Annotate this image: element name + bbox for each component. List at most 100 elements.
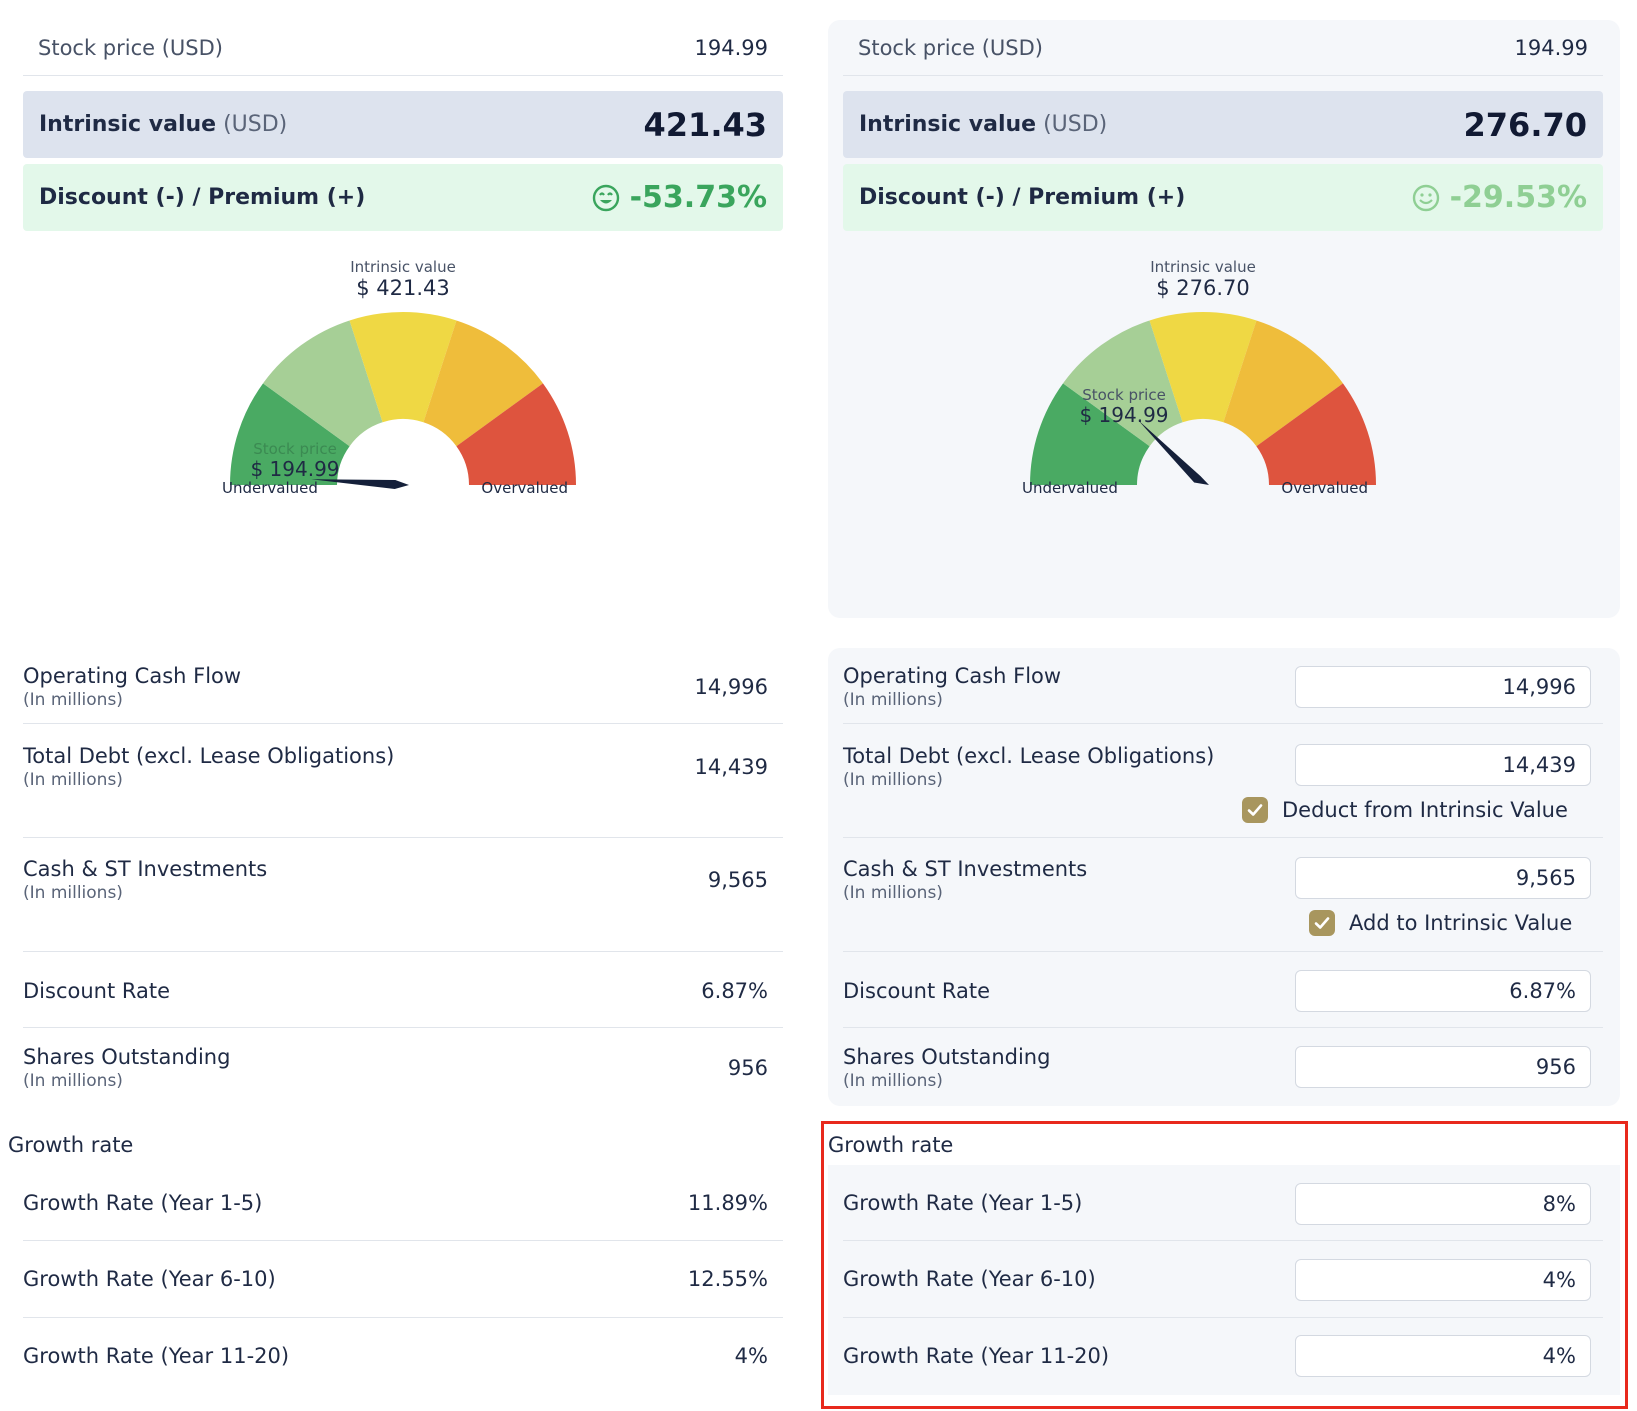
field-label: Cash & ST Investments: [23, 857, 268, 881]
valuation-gauge: Intrinsic value $ 421.43 Stock price $ 1…: [222, 258, 576, 497]
cash-investments-input[interactable]: 9,565: [1295, 857, 1591, 899]
intrinsic-value-box: Intrinsic value (USD) 421.43: [23, 91, 783, 158]
discount-rate-row: Discount Rate: [843, 971, 1243, 1011]
add-to-intrinsic-value-checkbox[interactable]: [1309, 910, 1335, 936]
growth-rate-year-1-5-input[interactable]: 8%: [1295, 1183, 1591, 1225]
shares-outstanding-input[interactable]: 956: [1295, 1046, 1591, 1088]
cash-investments-row: Cash & ST Investments (In millions): [843, 853, 1243, 907]
gauge-stock-price-title: Stock price: [253, 440, 337, 458]
field-label: Discount Rate: [23, 979, 171, 1003]
growth-rate-year-11-20-input[interactable]: 4%: [1295, 1335, 1591, 1377]
gauge-title: Intrinsic value: [350, 258, 456, 276]
deduct-debt-checkbox-row[interactable]: Deduct from Intrinsic Value: [1242, 797, 1568, 823]
gauge-segment: [1223, 320, 1343, 447]
growth-rate-title: Growth rate: [828, 1133, 954, 1157]
discount-premium-box: Discount (-) / Premium (+) -29.53%: [843, 164, 1603, 231]
discount-rate-input[interactable]: 6.87%: [1295, 970, 1591, 1012]
gauge-needle: [1137, 419, 1209, 485]
field-label: Discount Rate: [843, 979, 991, 1003]
checkbox-label: Add to Intrinsic Value: [1349, 911, 1573, 935]
field-label: Cash & ST Investments: [843, 857, 1088, 881]
intrinsic-value: 421.43: [643, 105, 767, 144]
gauge-undervalued-label: Undervalued: [222, 479, 318, 497]
field-unit: (In millions): [843, 770, 943, 790]
smile-face-icon: [1412, 184, 1439, 211]
total-debt-row: Total Debt (excl. Lease Obligations) (In …: [843, 740, 1243, 794]
gauge-needle: [311, 479, 409, 489]
gauge-title: Intrinsic value: [1150, 258, 1256, 276]
growth-rate-row: Growth Rate (Year 1-5) 11.89%: [23, 1183, 768, 1223]
gauge-segment: [423, 320, 543, 447]
gauge-segment: [230, 383, 350, 485]
valuation-gauge: Intrinsic value $ 276.70 Stock price $ 1…: [1022, 258, 1376, 497]
growth-rate-row: Growth Rate (Year 6-10): [843, 1259, 1243, 1299]
gauge-needle-pointer: [1137, 419, 1209, 485]
intrinsic-value-label: Intrinsic value (USD): [39, 112, 288, 137]
stock-price-row: Stock price (USD) 194.99: [858, 28, 1588, 68]
stock-price-label: Stock price (USD): [38, 36, 223, 60]
discount-premium-label: Discount (-) / Premium (+): [39, 185, 366, 210]
gauge-stock-price-value: $ 194.99: [250, 457, 339, 481]
result-panel-default: Stock price (USD) 194.99 Intrinsic value…: [0, 0, 800, 1411]
deduct-from-intrinsic-value-checkbox[interactable]: [1242, 797, 1268, 823]
field-label: Operating Cash Flow: [23, 664, 242, 688]
field-label: Shares Outstanding: [23, 1045, 231, 1069]
field-label: Total Debt (excl. Lease Obligations): [23, 744, 395, 768]
growth-rate-row: Growth Rate (Year 1-5): [843, 1183, 1243, 1223]
stock-price-value: 194.99: [1514, 36, 1588, 60]
shares-outstanding-row: Shares Outstanding (In millions) 956: [23, 1041, 768, 1095]
intrinsic-value: 276.70: [1463, 105, 1587, 144]
field-label: Growth Rate (Year 11-20): [23, 1344, 290, 1368]
gauge-segment: [1256, 383, 1376, 485]
field-unit: (In millions): [843, 690, 943, 710]
field-unit: (In millions): [23, 1071, 123, 1091]
field-value: 9,565: [707, 868, 768, 892]
field-label: Shares Outstanding: [843, 1045, 1051, 1069]
field-label: Total Debt (excl. Lease Obligations): [843, 744, 1215, 768]
check-icon: [1314, 917, 1330, 929]
checkbox-label: Deduct from Intrinsic Value: [1282, 798, 1568, 822]
gauge-intrinsic-value: $ 421.43: [356, 276, 450, 300]
stock-price-label: Stock price (USD): [858, 36, 1043, 60]
field-value: 12.55%: [687, 1267, 768, 1291]
result-panel-custom: Stock price (USD) 194.99 Intrinsic value…: [820, 0, 1637, 1411]
growth-rate-row: Growth Rate (Year 6-10) 12.55%: [23, 1259, 768, 1299]
stock-price-value: 194.99: [694, 36, 768, 60]
field-value: 6.87%: [701, 979, 768, 1003]
gauge-needle-pointer: [311, 479, 409, 489]
field-value: 14,996: [694, 675, 768, 699]
operating-cash-flow-input[interactable]: 14,996: [1295, 666, 1591, 708]
field-unit: (In millions): [23, 690, 123, 710]
shares-outstanding-row: Shares Outstanding (In millions): [843, 1041, 1243, 1095]
gauge-segment: [1149, 312, 1257, 423]
gauge-segment: [1063, 320, 1183, 447]
total-debt-input[interactable]: 14,439: [1295, 744, 1591, 786]
field-label: Growth Rate (Year 11-20): [843, 1344, 1110, 1368]
growth-rate-row: Growth Rate (Year 11-20) 4%: [23, 1336, 768, 1376]
field-value: 11.89%: [687, 1191, 768, 1215]
discount-premium-value: -53.73%: [629, 180, 767, 215]
gauge-overvalued-label: Overvalued: [481, 479, 568, 497]
intrinsic-value-box: Intrinsic value (USD) 276.70: [843, 91, 1603, 158]
field-value: 956: [727, 1056, 768, 1080]
stock-price-row: Stock price (USD) 194.99: [38, 28, 768, 68]
check-icon: [1247, 804, 1263, 816]
operating-cash-flow-row: Operating Cash Flow (In millions): [843, 660, 1243, 714]
field-value: 14,439: [694, 755, 768, 779]
discount-premium-value: -29.53%: [1449, 180, 1587, 215]
discount-rate-row: Discount Rate 6.87%: [23, 971, 768, 1011]
operating-cash-flow-row: Operating Cash Flow (In millions) 14,996: [23, 660, 768, 714]
gauge-segment: [349, 312, 457, 423]
growth-rate-title: Growth rate: [8, 1133, 134, 1157]
gauge-segment: [1030, 383, 1150, 485]
growth-rate-highlight: [821, 1121, 1628, 1409]
intrinsic-value-label: Intrinsic value (USD): [859, 112, 1108, 137]
gauge-stock-price-title: Stock price: [1082, 386, 1166, 404]
gauge-overvalued-label: Overvalued: [1281, 479, 1368, 497]
growth-rate-year-6-10-input[interactable]: 4%: [1295, 1259, 1591, 1301]
add-cash-checkbox-row[interactable]: Add to Intrinsic Value: [1309, 910, 1572, 936]
gauge-segment: [456, 383, 576, 485]
field-label: Growth Rate (Year 6-10): [23, 1267, 276, 1291]
field-label: Growth Rate (Year 6-10): [843, 1267, 1096, 1291]
gauge-intrinsic-value: $ 276.70: [1156, 276, 1250, 300]
